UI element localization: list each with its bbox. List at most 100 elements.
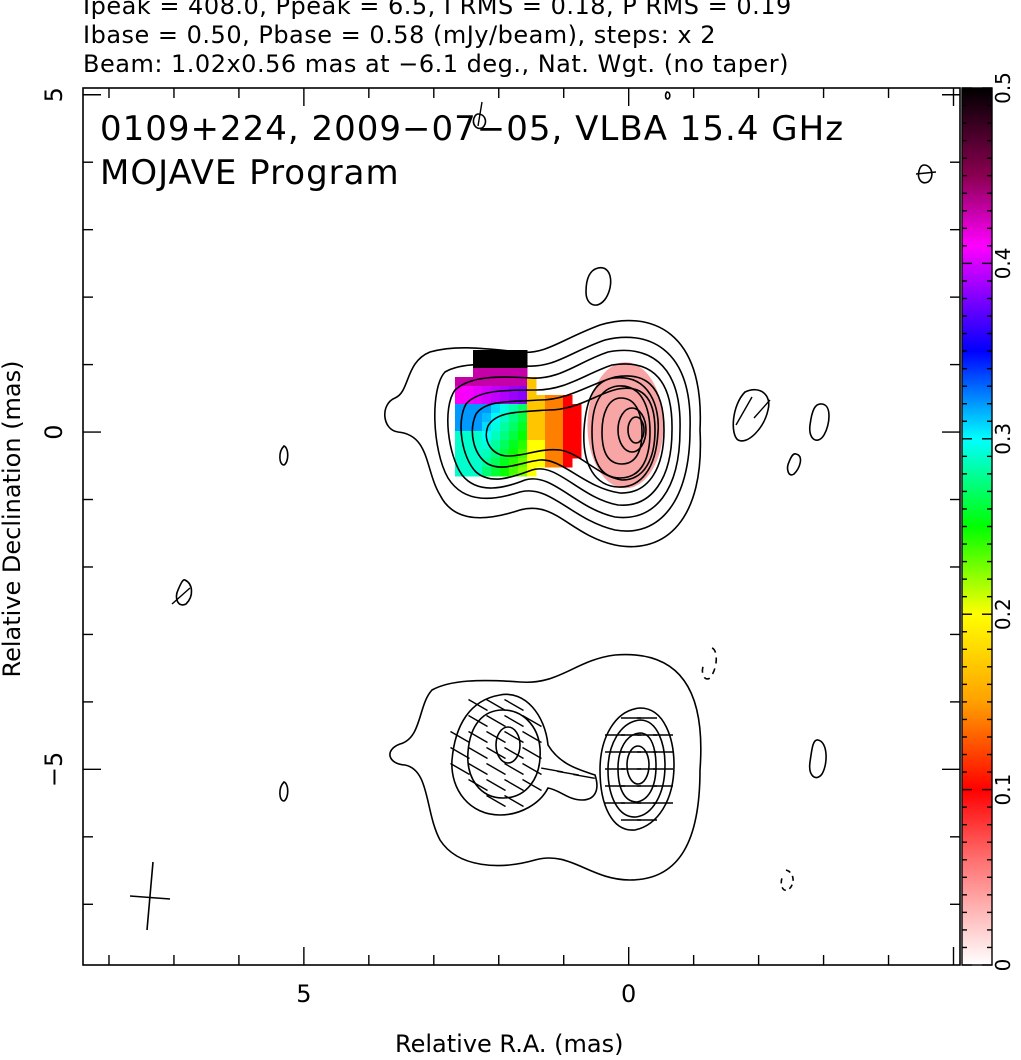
polarization-pixel — [536, 404, 546, 414]
evpa-vector — [468, 778, 488, 792]
polarization-pixel — [572, 431, 582, 441]
polarization-pixel — [473, 458, 483, 468]
polarization-pixel — [536, 449, 546, 459]
polarization-pixel — [536, 413, 546, 423]
polarization-pixel — [491, 458, 501, 468]
polarization-pixel — [563, 395, 573, 405]
polarization-pixel — [509, 440, 519, 450]
evpa-vector — [522, 714, 542, 728]
polarization-pixel — [491, 395, 501, 405]
polarization-pixel — [455, 395, 465, 405]
evpa-vector — [486, 730, 506, 744]
polarization-pixel — [518, 404, 528, 414]
polarization-pixel — [482, 413, 492, 423]
polarization-pixel — [527, 413, 537, 423]
header-line-3: Beam: 1.02x0.56 mas at −6.1 deg., Nat. W… — [83, 50, 789, 78]
polarization-pixel — [518, 359, 528, 369]
y-tick-label: 0 — [40, 424, 68, 439]
evpa-vectors — [450, 698, 673, 821]
polarization-pixel — [563, 413, 573, 423]
polarization-pixel — [554, 449, 564, 459]
header-line-1: Ipeak = 408.0, Ppeak = 6.5, I RMS = 0.18… — [83, 0, 792, 20]
polarization-pixel — [518, 377, 528, 387]
polarization-pixel — [509, 458, 519, 468]
polarization-pixel — [509, 404, 519, 414]
intensity-contours — [175, 91, 933, 606]
polarization-pixel — [509, 413, 519, 423]
polarization-pixel — [545, 422, 555, 432]
polarization-pixel — [554, 395, 564, 405]
polarization-pixel — [473, 467, 483, 477]
polarization-pixel — [464, 422, 474, 432]
polarization-pixel — [491, 467, 501, 477]
evpa-vector — [450, 762, 470, 776]
polarization-pixel — [554, 422, 564, 432]
x-axis-label: Relative R.A. (mas) — [395, 1030, 624, 1058]
polarization-pixel — [509, 395, 519, 405]
polarization-pixel — [500, 449, 510, 459]
polarization-pixel — [473, 422, 483, 432]
polarization-pixel — [518, 422, 528, 432]
polarization-pixel — [500, 359, 510, 369]
evpa-vector — [486, 698, 506, 712]
polarization-pixel — [527, 467, 537, 477]
evpa-vector — [504, 762, 524, 776]
polarization-pixel — [473, 395, 483, 405]
polarization-pixel — [491, 368, 501, 378]
y-tick-label: −5 — [40, 752, 68, 787]
evpa-vector — [450, 730, 470, 744]
polarization-pixel — [509, 422, 519, 432]
polarization-pixel — [455, 377, 465, 387]
polarization-pixel — [482, 368, 492, 378]
source-title: 0109+224, 2009−07−05, VLBA 15.4 GHz — [100, 109, 844, 149]
polarization-pixel — [473, 386, 483, 396]
evpa-vector — [504, 698, 524, 712]
polarization-pixel — [482, 404, 492, 414]
polarization-pixel — [455, 422, 465, 432]
polarization-pixel — [455, 431, 465, 441]
polarization-pixel — [536, 422, 546, 432]
polarization-pixel — [464, 395, 474, 405]
x-tick-label: 5 — [296, 980, 311, 1008]
evpa-vector — [504, 746, 524, 760]
polarization-pixel — [473, 377, 483, 387]
polarization-pixel — [473, 413, 483, 423]
polarization-pixel — [464, 386, 474, 396]
polarization-pixel — [482, 449, 492, 459]
polarization-pixel — [473, 440, 483, 450]
polarization-pixel — [545, 440, 555, 450]
polarization-pixel — [482, 422, 492, 432]
polarization-pixel — [509, 359, 519, 369]
polarization-pixel — [473, 431, 483, 441]
colorbar-label: 0.2 — [991, 598, 1015, 630]
colorbar-labels: 0 0.1 0.2 0.3 0.4 0.5 — [991, 72, 1015, 971]
plot-frame — [82, 87, 961, 966]
polarization-pixel — [482, 440, 492, 450]
evpa-vector — [468, 746, 488, 760]
polarization-pixel — [491, 431, 501, 441]
evpa-vector — [468, 730, 488, 744]
polarized-intensity-contours — [279, 647, 827, 892]
polarization-pixel — [500, 404, 510, 414]
polarization-pixel — [455, 458, 465, 468]
colorbar-label: 0.1 — [991, 774, 1015, 806]
polarization-pixel — [527, 431, 537, 441]
evpa-vector — [522, 730, 542, 744]
polarization-pixel — [563, 431, 573, 441]
evpa-vector — [504, 794, 524, 808]
program-label: MOJAVE Program — [100, 153, 400, 193]
polarization-pixel — [464, 404, 474, 414]
polarization-pixel — [536, 431, 546, 441]
polarization-pixel — [527, 440, 537, 450]
polarization-pixel — [464, 413, 474, 423]
polarization-pixel — [518, 395, 528, 405]
polarization-pixel — [455, 440, 465, 450]
polarization-pixel — [527, 422, 537, 432]
polarization-pixel — [500, 350, 510, 360]
polarization-pixel — [482, 467, 492, 477]
polarization-pixel — [482, 377, 492, 387]
polarization-pixel — [491, 422, 501, 432]
polarization-pixel — [572, 440, 582, 450]
colorbar-label: 0.5 — [991, 72, 1015, 104]
